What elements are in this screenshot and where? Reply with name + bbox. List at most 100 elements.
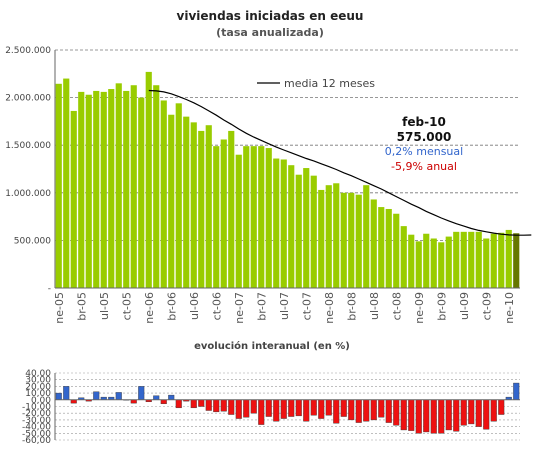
lower-axes	[54, 373, 520, 440]
x-tick-label: ul-05	[98, 292, 111, 320]
bar	[333, 183, 340, 288]
bar	[265, 148, 272, 288]
x-tick-label: ct-07	[300, 292, 313, 320]
chart-title: viviendas iniciadas en eeuu	[177, 9, 364, 23]
annotation-period: feb-10	[402, 115, 446, 129]
bar	[145, 71, 152, 288]
x-tick-label: ct-09	[480, 292, 493, 320]
bar	[258, 146, 265, 288]
y-tick-label: 10,00	[25, 389, 51, 399]
x-tick-label: br-07	[255, 292, 268, 321]
legend: media 12 meses	[257, 77, 375, 90]
change-bar	[460, 399, 467, 426]
bar	[175, 103, 182, 288]
change-bar	[273, 399, 280, 422]
change-bar	[63, 386, 70, 400]
change-bar	[468, 399, 475, 425]
y-tick-label: 2.500.000	[5, 46, 51, 56]
bar	[430, 238, 437, 288]
y-tick-label: 1.500.000	[5, 141, 51, 151]
x-tick-label: ne-08	[323, 292, 336, 324]
change-bar	[333, 399, 340, 424]
change-bar	[130, 399, 137, 404]
change-bar	[205, 399, 212, 411]
bar	[460, 231, 467, 288]
main-axes	[54, 50, 520, 289]
bar	[100, 91, 107, 288]
bar	[453, 231, 460, 288]
change-bar	[438, 399, 445, 434]
change-bar	[430, 399, 437, 434]
x-tick-label: ul-06	[188, 292, 201, 320]
bar	[498, 232, 505, 288]
change-bar	[250, 399, 257, 414]
bar	[445, 236, 452, 288]
bar	[250, 146, 257, 288]
bar	[63, 78, 70, 288]
change-bar	[280, 399, 287, 419]
bar	[198, 130, 205, 288]
change-bar	[408, 399, 415, 431]
change-bar	[303, 399, 310, 422]
bar	[55, 83, 62, 289]
bar	[183, 116, 190, 288]
y-tick-label: -40,00	[22, 423, 51, 433]
bar	[160, 100, 167, 289]
bar	[490, 233, 497, 288]
x-tick-label: ct-06	[210, 292, 223, 320]
y-tick-label: 0,00	[31, 396, 51, 406]
change-bar	[378, 399, 385, 418]
change-bar	[318, 399, 325, 419]
change-bar	[175, 399, 182, 409]
y-tick-label: 20,00	[25, 382, 51, 392]
x-tick-label: ul-08	[368, 292, 381, 320]
change-bar	[483, 399, 490, 430]
main-bars	[55, 71, 520, 289]
annotation-box: feb-10 575.000 0,2% mensual -5,9% anual	[385, 115, 463, 173]
moving-average-path	[148, 89, 532, 236]
annotation-monthly: 0,2% mensual	[385, 145, 463, 158]
bar	[385, 208, 392, 288]
bar	[370, 199, 377, 288]
bar	[288, 165, 295, 288]
moving-average-line	[148, 89, 532, 236]
lower-gridlines	[55, 372, 520, 441]
change-bar	[475, 399, 482, 427]
bar	[363, 185, 370, 288]
bar	[138, 97, 145, 288]
legend-label: media 12 meses	[284, 77, 375, 90]
bar	[348, 192, 355, 288]
change-bar	[55, 392, 62, 401]
y-tick-label: -20,00	[22, 409, 51, 419]
change-bar	[93, 391, 100, 401]
x-tick-label: br-09	[435, 292, 448, 321]
y-tick-label: 40,00	[25, 369, 51, 379]
change-bar	[168, 394, 175, 400]
y-tick-label: -	[48, 284, 51, 294]
x-tick-label: ne-06	[143, 292, 156, 324]
bar	[408, 234, 415, 288]
bar	[438, 242, 445, 288]
change-bar	[415, 399, 422, 434]
y-tick-label: -60,00	[22, 436, 51, 446]
bar	[273, 158, 280, 288]
bar	[475, 231, 482, 288]
change-bar	[453, 399, 460, 432]
change-bar	[385, 399, 392, 423]
change-bar	[153, 395, 160, 400]
lower-chart-title: evolución interanual (en %)	[194, 340, 350, 352]
change-bar	[198, 399, 205, 407]
bar	[130, 85, 137, 288]
change-bar	[513, 382, 520, 400]
change-bar	[400, 399, 407, 431]
bar	[70, 110, 77, 288]
y-tick-label: 1.000.000	[5, 189, 51, 199]
bar	[400, 226, 407, 288]
bar	[190, 122, 197, 289]
bar	[280, 159, 287, 288]
bar	[153, 85, 160, 288]
change-bar	[498, 399, 505, 415]
x-tick-label: ne-07	[233, 292, 246, 324]
y-tick-label: -10,00	[22, 403, 51, 413]
